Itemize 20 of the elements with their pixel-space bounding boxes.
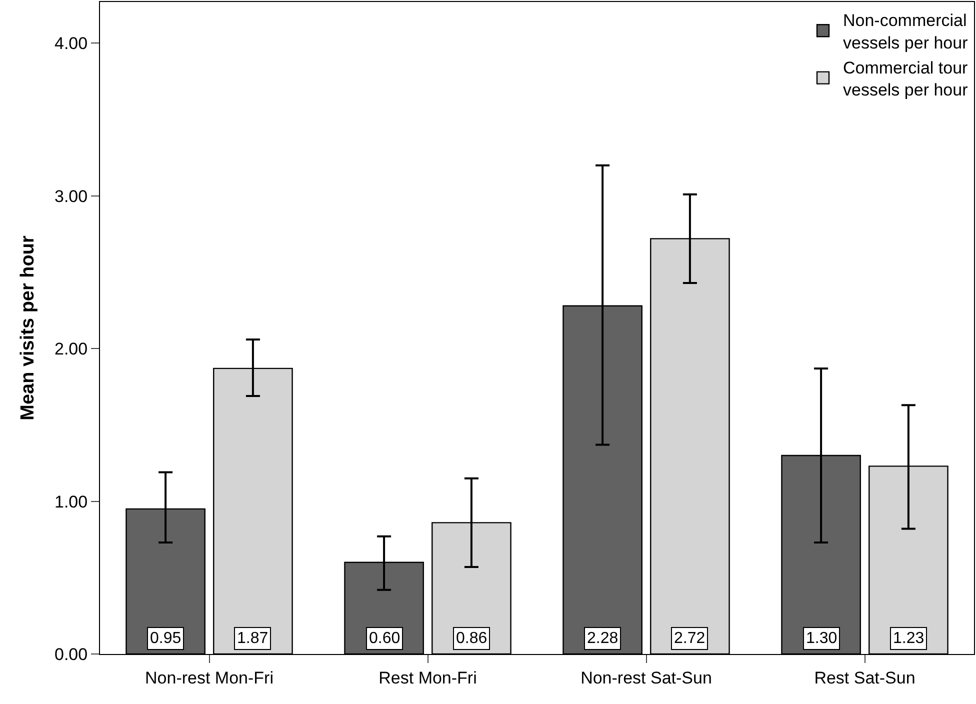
y-tick-label: 0.00 [54, 644, 88, 664]
y-tick-label: 3.00 [54, 186, 88, 206]
x-tick-label: Non-rest Mon-Fri [145, 668, 274, 688]
data-label: 2.72 [674, 630, 706, 647]
data-label: 1.87 [237, 630, 268, 647]
y-tick-label: 1.00 [54, 492, 88, 512]
data-label: 1.30 [806, 630, 838, 647]
x-tick-label: Rest Mon-Fri [378, 668, 477, 688]
legend-label: Non-commercial vessels per hour [843, 11, 968, 52]
legend-label: Commercial tour vessels per hour [843, 58, 968, 100]
data-label: 1.23 [893, 630, 924, 647]
y-tick-label: 4.00 [54, 34, 88, 54]
data-label: 2.28 [587, 630, 618, 647]
x-tick-label: Rest Sat-Sun [814, 668, 916, 688]
x-tick-label: Non-rest Sat-Sun [580, 668, 712, 688]
y-axis-title: Mean visits per hour [17, 235, 38, 420]
data-label: 0.60 [369, 630, 400, 647]
data-label: 0.95 [150, 630, 182, 647]
data-label: 0.86 [456, 630, 488, 647]
y-tick-label: 2.00 [54, 340, 88, 359]
